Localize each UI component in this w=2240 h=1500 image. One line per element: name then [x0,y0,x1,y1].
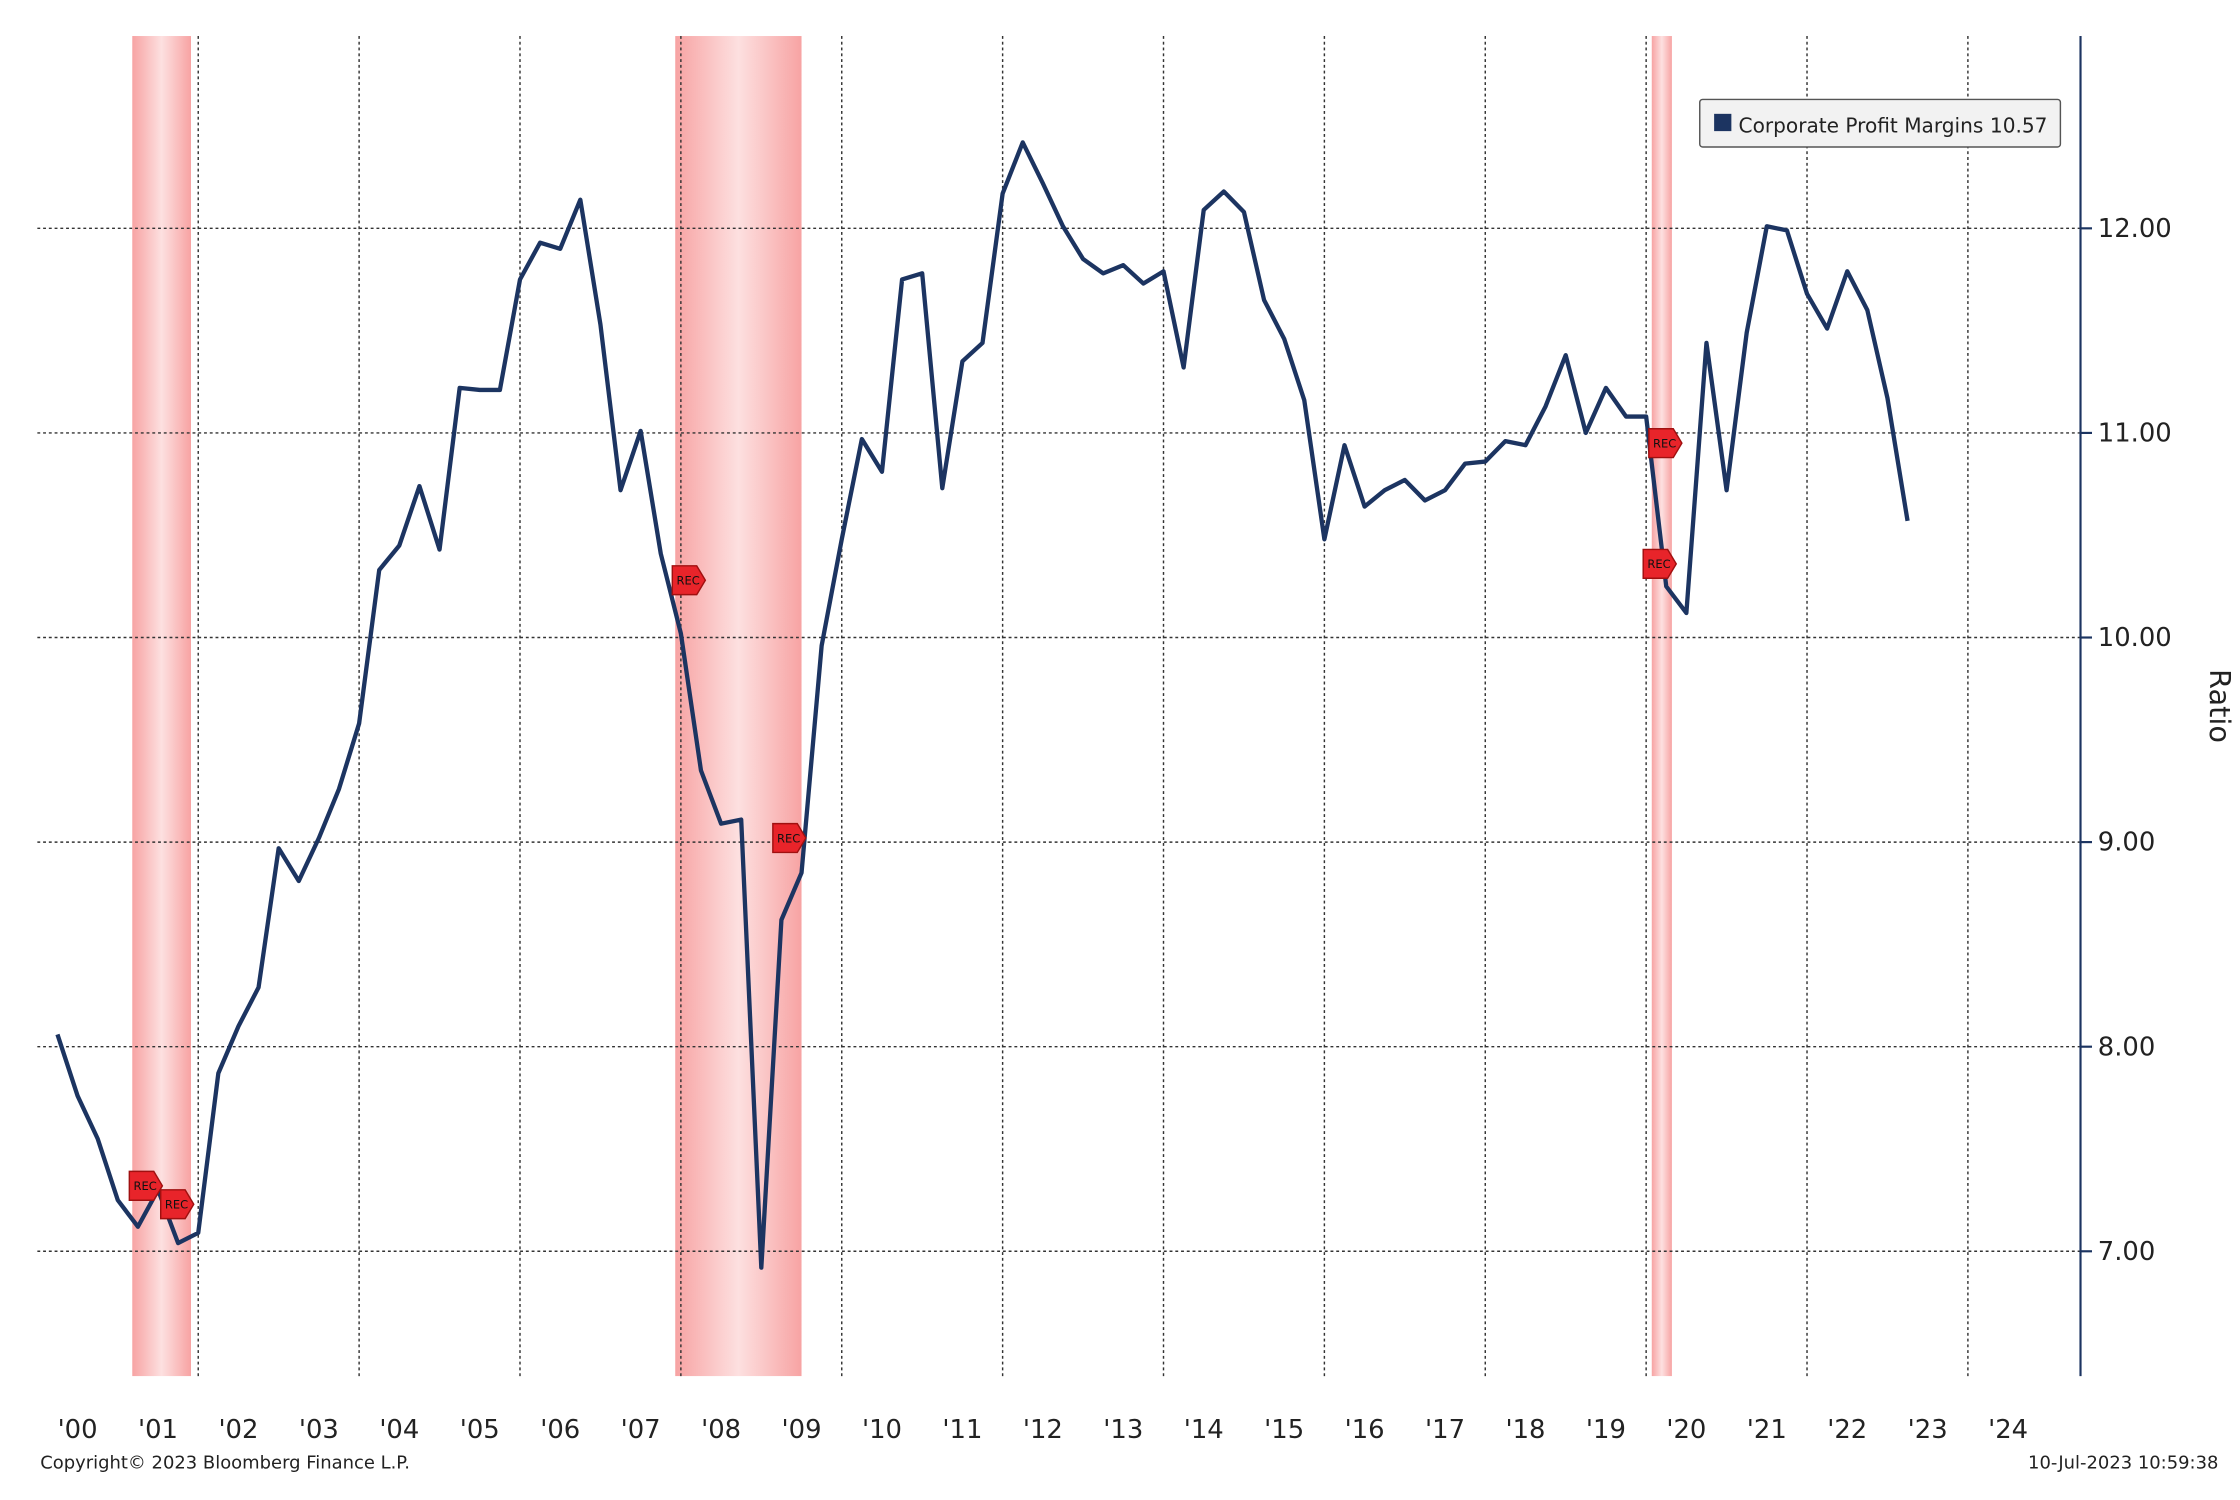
x-tick-label: '17 [1425,1415,1465,1445]
x-tick-label: '06 [540,1415,580,1445]
legend-box [1699,98,2062,148]
x-tick-label: '16 [1345,1415,1385,1445]
x-tick-label: '08 [701,1415,741,1445]
rec-label: REC [165,1198,188,1212]
x-tick-label: '22 [1827,1415,1867,1445]
x-tick-label: '02 [218,1415,258,1445]
x-tick-label: '10 [862,1415,902,1445]
x-tick-label: '07 [621,1415,661,1445]
x-tick-label: '14 [1184,1415,1224,1445]
x-tick-label: '19 [1586,1415,1626,1445]
rec-marker [1642,548,1678,579]
x-tick-label: '11 [942,1415,982,1445]
x-tick-label: '13 [1103,1415,1143,1445]
recession-band [132,36,191,1377]
y-tick-label: 9.00 [2098,828,2156,858]
x-tick-label: '05 [460,1415,500,1445]
x-tick-label: '00 [58,1415,98,1445]
footer-left: Copyright© 2023 Bloomberg Finance L.P. [40,1452,410,1473]
x-tick-label: '23 [1908,1415,1948,1445]
rec-label: REC [777,831,800,845]
x-tick-label: '03 [299,1415,339,1445]
legend: Corporate Profit Margins 10.57 [1699,98,2062,148]
rec-marker [159,1189,195,1220]
y-tick-label: 7.00 [2098,1237,2156,1267]
legend-swatch [1714,113,1732,132]
legend-value: 10.57 [1990,114,2048,138]
y-tick-label: 10.00 [2098,623,2172,653]
footer-right: 10-Jul-2023 10:59:38 [2028,1452,2218,1473]
rec-label: REC [134,1179,157,1193]
rec-marker [1648,428,1683,459]
x-tick-label: '21 [1747,1415,1787,1445]
x-tick-label: '12 [1023,1415,1063,1445]
y-tick-label: 11.00 [2098,419,2172,449]
recession-band [675,36,802,1377]
series-line [55,140,1910,1270]
x-tick-label: '09 [782,1415,822,1445]
x-tick-label: '04 [379,1415,419,1445]
rec-label: REC [1653,436,1676,450]
recession-band [1651,36,1672,1377]
y-tick-label: 12.00 [2098,214,2172,244]
legend-label: Corporate Profit Margins [1739,114,1984,138]
x-tick-label: '18 [1505,1415,1545,1445]
y-tick-label: 8.00 [2098,1032,2156,1062]
rec-marker [671,565,707,596]
rec-label: REC [676,574,699,588]
x-tick-label: '20 [1666,1415,1706,1445]
x-tick-label: '15 [1264,1415,1304,1445]
x-tick-label: '01 [138,1415,178,1445]
rec-marker [128,1170,164,1201]
y-axis-label: Ratio [2203,669,2237,743]
x-tick-label: '24 [1988,1415,2028,1445]
rec-marker [772,822,807,854]
rec-label: REC [1647,557,1670,571]
